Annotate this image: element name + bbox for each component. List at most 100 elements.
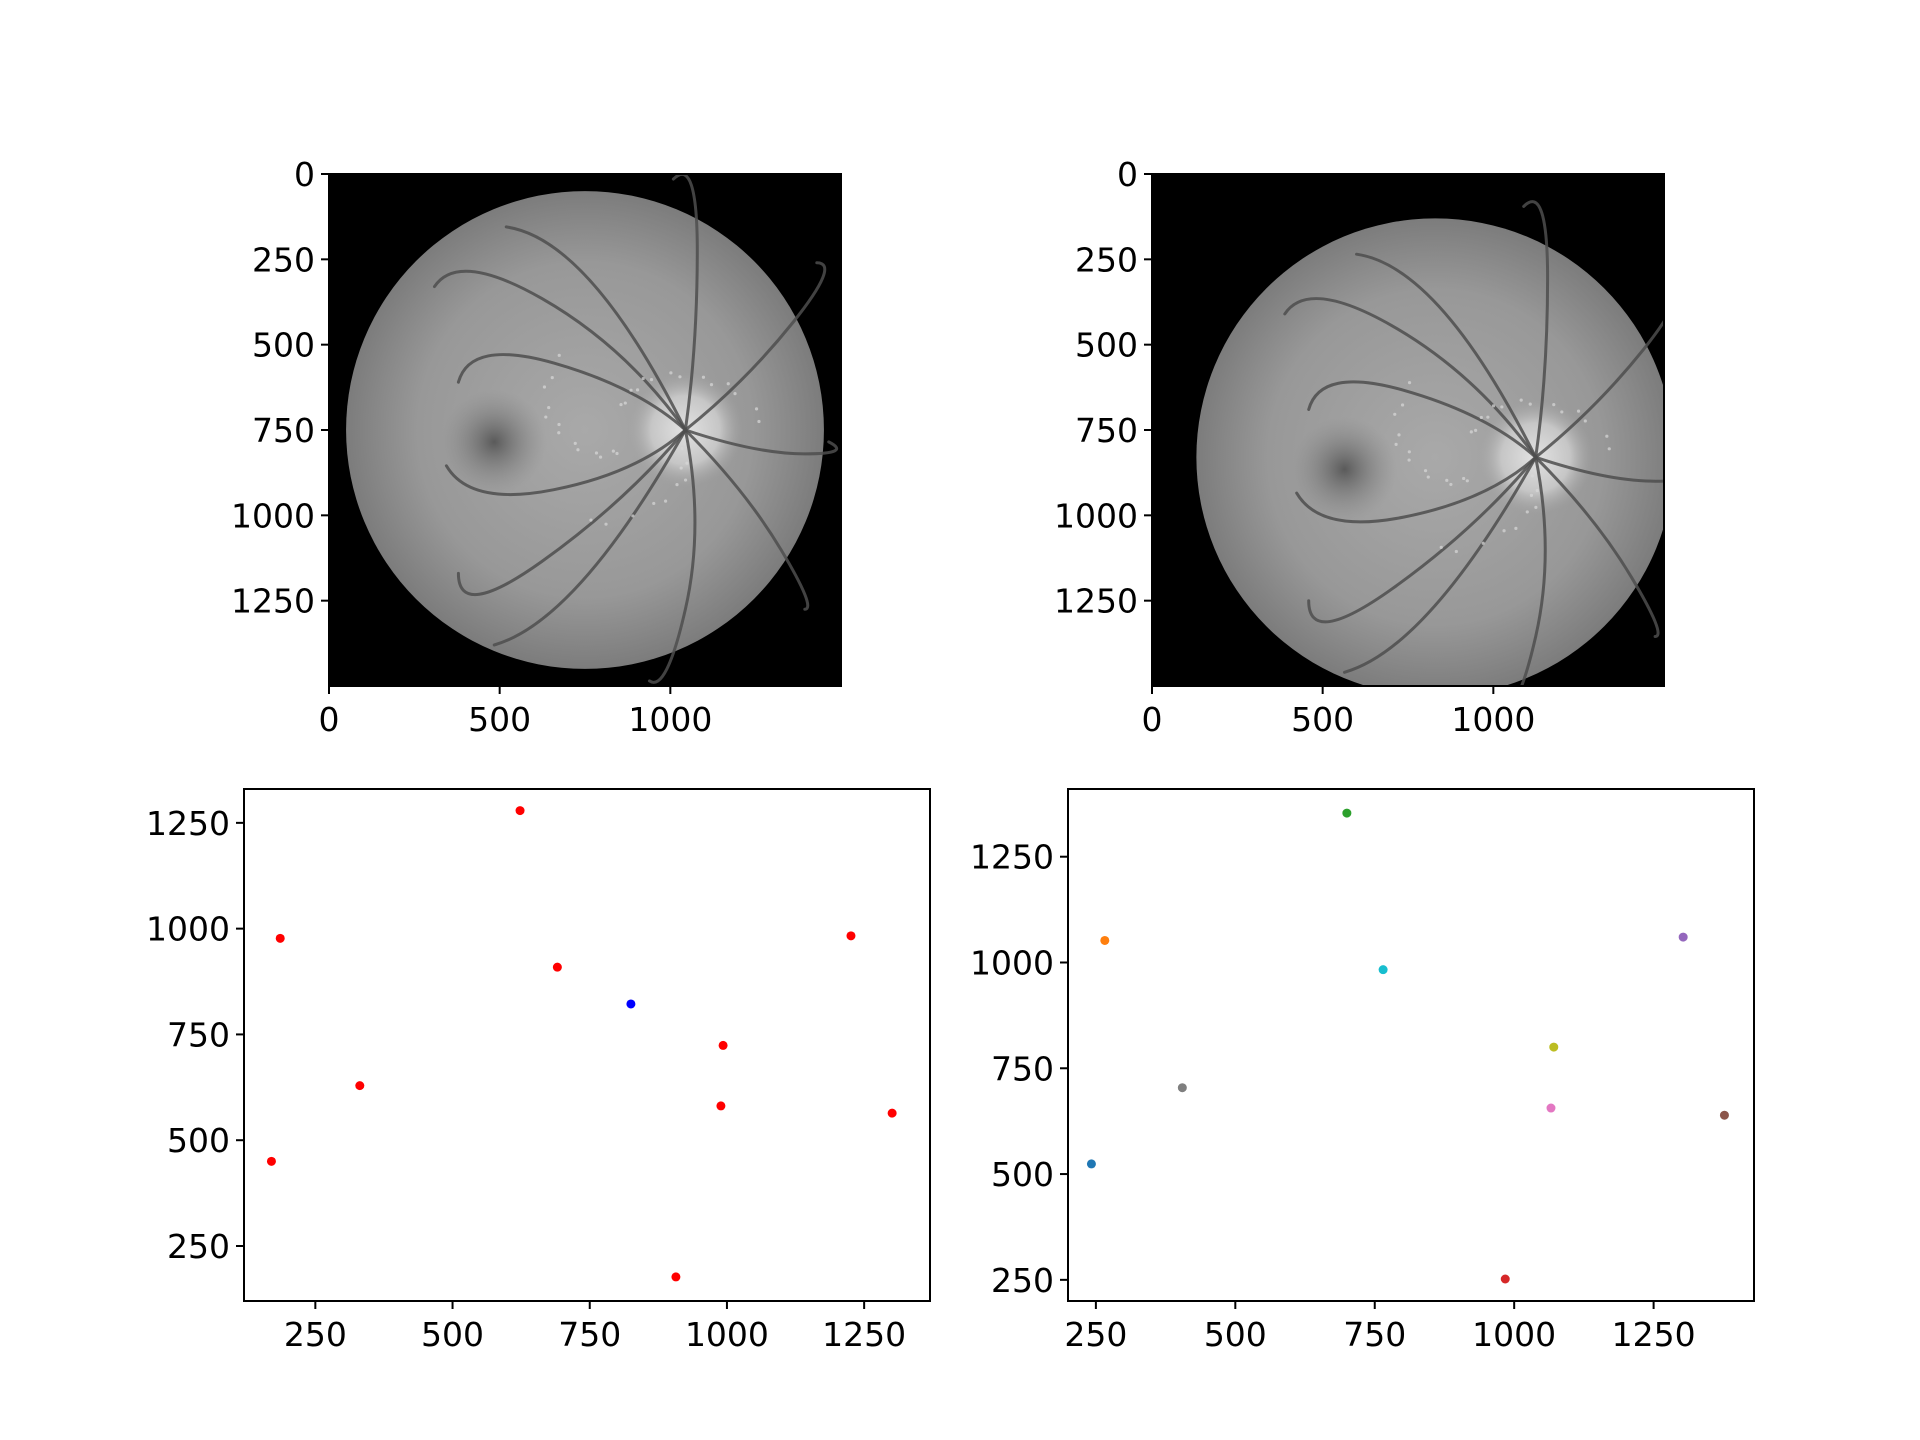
exudate-speck bbox=[1400, 403, 1405, 407]
exudate-speck bbox=[754, 407, 759, 411]
x-tick-label: 1250 bbox=[1612, 1315, 1696, 1354]
y-tick-label: 1000 bbox=[970, 943, 1054, 982]
retinal-vessel bbox=[504, 225, 687, 432]
retinal-vessel bbox=[444, 428, 687, 496]
exudate-speck bbox=[1423, 469, 1428, 473]
y-tick-label: 750 bbox=[167, 1015, 230, 1054]
exudate-speck bbox=[1514, 526, 1518, 531]
x-tick-label: 750 bbox=[1343, 1315, 1406, 1354]
retinal-vessel bbox=[1307, 380, 1538, 459]
fundus-image-panel-left: 0 500 1000 0 250 500 750 1000 1250 bbox=[231, 155, 842, 739]
exudate-speck bbox=[1394, 442, 1398, 446]
y-tick-label: 250 bbox=[1075, 240, 1138, 279]
scatter-point-0-7 bbox=[887, 1108, 897, 1118]
exudate-speck bbox=[623, 401, 627, 405]
fundus-image-left bbox=[329, 174, 841, 686]
y-tick-label: 500 bbox=[167, 1121, 230, 1160]
exudate-speck bbox=[1534, 505, 1538, 509]
x-tick-label: 500 bbox=[1204, 1315, 1267, 1354]
scatter-point-0-8 bbox=[266, 1156, 276, 1166]
exudate-speck bbox=[757, 419, 761, 424]
exudate-speck bbox=[629, 388, 633, 392]
exudate-speck bbox=[678, 375, 682, 379]
x-tick-label: 1000 bbox=[1472, 1315, 1556, 1354]
fundus-image-panel-right: 0 500 1000 0 250 500 750 1000 1250 bbox=[1054, 155, 1665, 739]
exudate-speck bbox=[1479, 415, 1483, 420]
x-tick-label: 1250 bbox=[822, 1315, 906, 1354]
exudate-speck bbox=[1560, 410, 1564, 414]
scatter-point-0-0 bbox=[1086, 1159, 1096, 1169]
exudate-speck bbox=[683, 442, 687, 446]
exudate-speck bbox=[1500, 405, 1504, 409]
y-tick-label: 1000 bbox=[146, 910, 230, 949]
y-tick-label: 750 bbox=[1075, 411, 1138, 450]
exudate-speck bbox=[1407, 450, 1411, 454]
exudate-speck bbox=[1469, 430, 1473, 434]
retinal-vessel bbox=[1295, 455, 1538, 524]
retinal-vessel bbox=[433, 269, 687, 432]
x-tick-label: 500 bbox=[421, 1315, 484, 1354]
x-tick-label: 1000 bbox=[628, 700, 712, 739]
exudate-speck bbox=[1407, 381, 1412, 385]
plot-frame bbox=[1067, 788, 1755, 1302]
scatter-point-0-4 bbox=[718, 1040, 728, 1050]
retinal-vessel bbox=[683, 428, 810, 611]
retinal-vessel bbox=[1534, 318, 1664, 459]
exudate-speck bbox=[1474, 428, 1478, 432]
exudate-speck bbox=[652, 501, 656, 506]
exudate-speck bbox=[557, 431, 561, 435]
x-tick-label: 750 bbox=[558, 1315, 621, 1354]
exudate-speck bbox=[1607, 447, 1611, 451]
scatter-point-6-0 bbox=[1546, 1103, 1556, 1113]
scatter-point-0-2 bbox=[552, 962, 562, 972]
exudate-speck bbox=[598, 455, 603, 459]
y-tick-label: 0 bbox=[294, 155, 315, 194]
exudate-speck bbox=[635, 388, 640, 392]
exudate-speck bbox=[611, 449, 615, 453]
exudate-speck bbox=[589, 518, 593, 522]
scatter-panel-right: 250 500 750 1000 1250 250 500 750 1000 1250 bbox=[970, 788, 1755, 1354]
retinal-vessel bbox=[1343, 455, 1538, 674]
exudate-speck bbox=[671, 432, 675, 436]
exudate-speck bbox=[641, 376, 645, 381]
fundus-disc bbox=[346, 191, 824, 669]
x-tick-label: 1000 bbox=[1451, 700, 1535, 739]
scatter-point-1-0 bbox=[1100, 935, 1110, 945]
x-tick-label: 500 bbox=[1291, 700, 1354, 739]
exudate-speck bbox=[671, 428, 676, 432]
y-tick-label: 250 bbox=[252, 240, 315, 279]
scatter-point-0-1 bbox=[275, 933, 285, 943]
exudate-speck bbox=[547, 405, 551, 410]
exudate-speck bbox=[619, 402, 623, 407]
exudate-speck bbox=[1530, 474, 1534, 478]
retinal-vessel bbox=[648, 428, 697, 684]
exudate-speck bbox=[576, 448, 580, 452]
exudate-speck bbox=[573, 441, 577, 445]
retinal-vessel bbox=[1519, 455, 1547, 686]
exudate-speck bbox=[726, 382, 730, 386]
scatter-point-5-0 bbox=[1719, 1110, 1729, 1120]
y-tick-label: 750 bbox=[252, 411, 315, 450]
x-tick-label: 250 bbox=[1064, 1315, 1127, 1354]
exudate-speck bbox=[1439, 545, 1443, 549]
y-tick-label: 500 bbox=[1075, 326, 1138, 365]
exudate-speck bbox=[680, 446, 684, 451]
y-tick-label: 1250 bbox=[970, 838, 1054, 877]
retinal-vessel bbox=[1283, 297, 1538, 459]
retinal-vessel bbox=[1534, 455, 1664, 483]
exudate-speck bbox=[1393, 412, 1397, 416]
exudate-speck bbox=[1525, 510, 1529, 514]
exudate-speck bbox=[679, 466, 683, 470]
exudate-speck bbox=[669, 371, 673, 375]
scatter-point-8-0 bbox=[1549, 1042, 1559, 1052]
retinal-vessel bbox=[1307, 455, 1538, 624]
exudate-speck bbox=[1533, 469, 1537, 473]
exudate-speck bbox=[1528, 402, 1532, 406]
exudate-speck bbox=[1522, 455, 1526, 459]
y-tick-label: 1000 bbox=[1054, 496, 1138, 535]
fovea-region bbox=[441, 389, 547, 495]
scatter-panel-left: 250 500 750 1000 1250 250 500 750 1000 1250 bbox=[146, 788, 931, 1354]
x-tick-label: 250 bbox=[284, 1315, 347, 1354]
exudate-speck bbox=[604, 522, 608, 526]
